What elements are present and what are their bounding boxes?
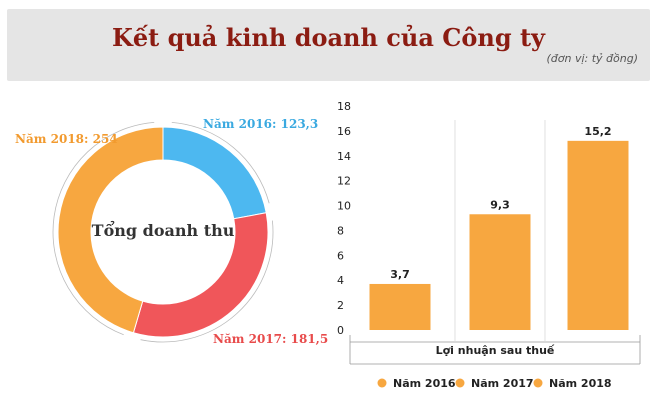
y-tick-label: 16 [337,125,351,138]
legend-label: Năm 2016 [393,377,456,390]
donut-label-2017: Năm 2017: 181,5 [213,332,328,346]
legend-swatch [533,378,543,388]
y-tick-label: 14 [337,150,351,163]
donut-label-2016: Năm 2016: 123,3 [203,117,318,131]
bar-value-label: 3,7 [390,268,410,281]
donut-slice-2016 [162,126,267,220]
y-tick-label: 2 [337,299,344,312]
donut-label-2018: Năm 2018: 254 [15,132,118,146]
page-title: Kết quả kinh doanh của Công ty [112,23,545,52]
bar-value-label: 9,3 [490,198,510,211]
legend-swatch [455,378,465,388]
donut-leader-arc-2017 [140,220,274,343]
donut-slice-2018 [57,126,164,334]
legend-label: Năm 2018 [549,377,612,390]
y-tick-label: 0 [337,324,344,337]
donut-leader-arc-2016 [171,121,270,204]
y-tick-label: 4 [337,274,344,287]
y-tick-label: 12 [337,175,351,188]
donut-leader-arc-2018 [52,121,155,336]
y-tick-label: 6 [337,249,344,262]
unit-note: (đơn vị: tỷ đồng) [546,52,638,65]
header-banner: Kết quả kinh doanh của Công ty (đơn vị: … [7,9,650,81]
revenue-donut-chart: Năm 2016: 123,3 Năm 2017: 181,5 Năm 2018: … [15,117,328,346]
y-tick-label: 18 [337,100,351,113]
donut-slice-2017 [132,212,269,338]
y-tick-label: 10 [337,200,351,213]
legend-swatch [377,378,387,388]
donut-center-title: Tổng doanh thu [92,219,235,240]
bar-x-axis-label: Lợi nhuận sau thuế [436,344,555,357]
y-tick-label: 8 [337,224,344,237]
bar-năm-2018 [567,140,629,330]
bar-value-label: 15,2 [584,125,611,138]
bar-năm-2017 [469,214,531,330]
bar-năm-2016 [369,283,431,330]
legend-label: Năm 2017 [471,377,534,390]
